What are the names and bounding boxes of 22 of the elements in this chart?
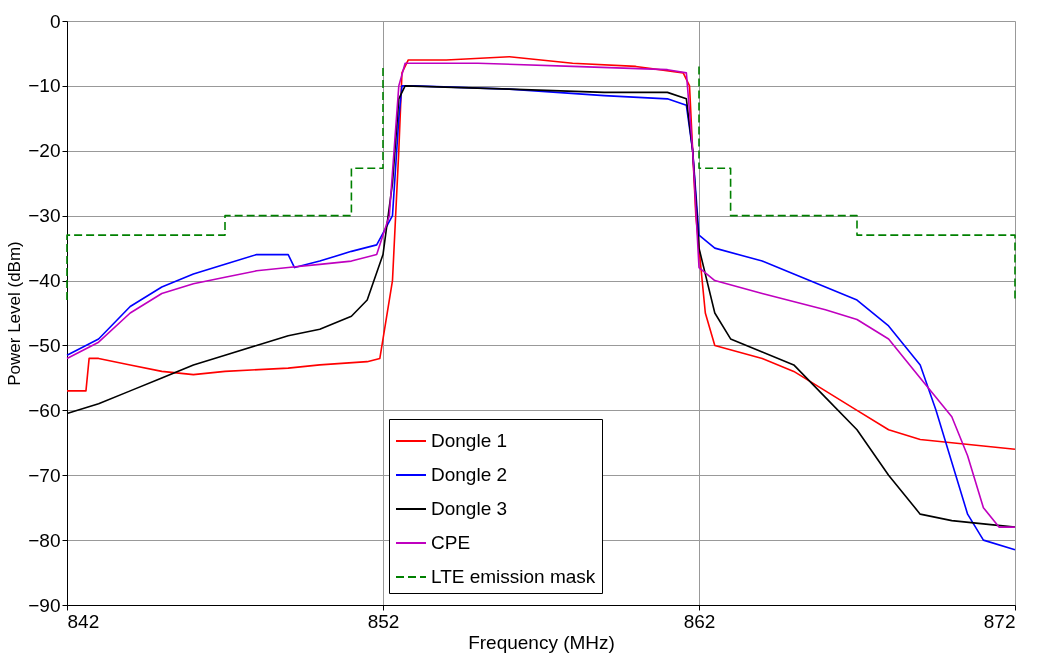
- legend-label: LTE emission mask: [431, 566, 596, 587]
- y-tick-label: −30: [28, 205, 61, 227]
- x-tick-label: 872: [983, 610, 1016, 632]
- y-tick-label: −20: [28, 140, 61, 162]
- legend-label: Dongle 2: [431, 464, 508, 485]
- x-axis-title: Frequency (MHz): [468, 631, 615, 653]
- legend-label: CPE: [431, 532, 471, 553]
- y-axis-title: Power Level (dBm): [5, 241, 25, 386]
- x-tick-label: 862: [683, 610, 716, 632]
- y-tick-label: −90: [28, 594, 61, 616]
- x-tick-label: 852: [367, 610, 400, 632]
- y-tick-label: −80: [28, 529, 61, 551]
- y-tick-label: −40: [28, 270, 61, 292]
- y-tick-label: −10: [28, 75, 61, 97]
- line-series: [66, 55, 1016, 451]
- y-tick-label: −70: [28, 464, 61, 486]
- y-tick-label: 0: [49, 10, 61, 32]
- y-tick-label: −50: [28, 334, 61, 356]
- legend-label: Dongle 1: [431, 430, 508, 451]
- x-tick-label: 842: [67, 610, 100, 632]
- y-tick-label: −60: [28, 399, 61, 421]
- legend-label: Dongle 3: [431, 498, 508, 519]
